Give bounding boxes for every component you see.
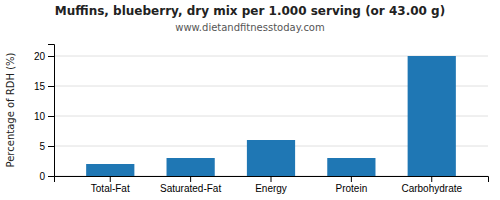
y-axis-line (48, 45, 55, 177)
y-tick-mark (48, 86, 54, 87)
y-tick-mark (48, 146, 54, 147)
bar (327, 158, 375, 176)
y-axis-title: Percentage of RDH (%) (5, 52, 16, 167)
bar (247, 140, 295, 176)
y-tick-mark (48, 56, 54, 57)
grid (54, 56, 488, 176)
x-tick: Energy (255, 176, 287, 194)
y-tick-label: 5 (39, 141, 45, 152)
x-tick-mark (431, 176, 432, 182)
subtitle: www.dietandfitnesstoday.com (175, 22, 324, 33)
x-tick: Total-Fat (91, 176, 130, 194)
bar (167, 158, 215, 176)
x-tick-mark (271, 176, 272, 182)
y-tick: 20 (34, 51, 54, 62)
x-tick: Carbohydrate (401, 176, 462, 194)
x-tick-mark (110, 176, 111, 182)
x-axis-line (55, 177, 489, 183)
x-tick: Saturated-Fat (160, 176, 221, 194)
y-tick: 10 (34, 111, 54, 122)
x-tick-mark (190, 176, 191, 182)
y-tick: 0 (39, 171, 54, 182)
y-tick-mark (48, 116, 54, 117)
y-tick-label: 0 (39, 171, 45, 182)
chart-container: Muffins, blueberry, dry mix per 1.000 se… (0, 0, 500, 200)
bar (86, 164, 134, 176)
x-tick-label: Carbohydrate (401, 183, 462, 194)
y-tick-label: 10 (34, 111, 46, 122)
plot-area (86, 56, 456, 176)
title: Muffins, blueberry, dry mix per 1.000 se… (55, 4, 445, 18)
x-tick-label: Saturated-Fat (160, 183, 221, 194)
chart-svg: Muffins, blueberry, dry mix per 1.000 se… (0, 0, 500, 200)
x-tick-label: Energy (255, 183, 287, 194)
x-axis: Total-Fat Saturated-Fat Energy Protein Carbo… (55, 176, 489, 194)
y-tick: 15 (34, 81, 54, 92)
y-tick-mark (48, 176, 54, 177)
bar (408, 56, 456, 176)
x-tick: Protein (336, 176, 368, 194)
y-tick: 5 (39, 141, 54, 152)
x-tick-mark (351, 176, 352, 182)
y-tick-label: 20 (34, 51, 46, 62)
y-tick-label: 15 (34, 81, 46, 92)
x-tick-label: Total-Fat (91, 183, 130, 194)
y-axis: 0 5 10 15 20 (34, 45, 55, 182)
x-tick-label: Protein (336, 183, 368, 194)
